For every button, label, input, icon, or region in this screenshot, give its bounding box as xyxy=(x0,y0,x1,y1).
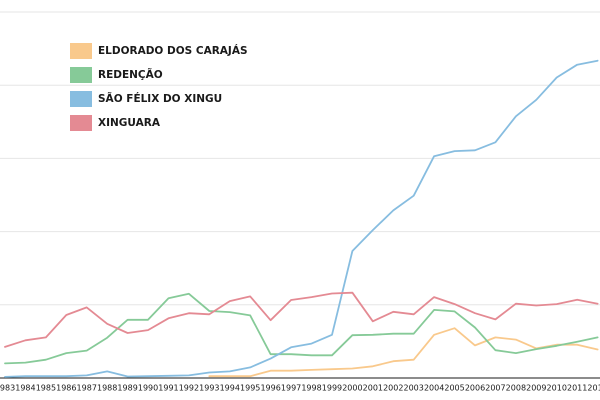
x-tick-label: 1992 xyxy=(179,384,199,393)
legend-item-eldorado-dos-carajas: ELDORADO DOS CARAJÁS xyxy=(70,43,248,59)
x-tick-label: 2002 xyxy=(383,384,403,393)
x-tick-label: 2012 xyxy=(587,384,600,393)
gridlines xyxy=(0,11,600,306)
x-tick-label: 2009 xyxy=(526,384,546,393)
x-tick-label: 2000 xyxy=(342,384,362,393)
x-tick-label: 2008 xyxy=(506,384,526,393)
x-tick-label: 1989 xyxy=(117,384,137,393)
x-tick-label: 2005 xyxy=(444,384,464,393)
x-tick-label: 1997 xyxy=(281,384,301,393)
legend-swatch xyxy=(70,91,92,107)
legend-label: XINGUARA xyxy=(98,117,161,129)
legend-swatch xyxy=(70,67,92,83)
x-tick-label: 1983 xyxy=(0,384,15,393)
legend-label: ELDORADO DOS CARAJÁS xyxy=(98,44,248,57)
x-tick-label: 2006 xyxy=(465,384,485,393)
x-tick-label: 1988 xyxy=(97,384,117,393)
x-tick-label: 1984 xyxy=(15,384,35,393)
x-axis-tick-labels: 1983198419851986198719881989199019911992… xyxy=(0,384,600,393)
legend: ELDORADO DOS CARAJÁS REDENÇÃO SÃO FÉLIX DO… xyxy=(70,43,248,131)
series-line-sao-felix-do-xingu xyxy=(4,59,599,378)
series-line-redencao xyxy=(4,292,599,365)
legend-item-xinguara: XINGUARA xyxy=(70,115,161,131)
x-tick-label: 2011 xyxy=(567,384,587,393)
legend-item-sao-felix-do-xingu: SÃO FÉLIX DO XINGU xyxy=(70,91,222,107)
series-line-xinguara xyxy=(4,291,599,348)
x-tick-label: 1998 xyxy=(301,384,321,393)
x-tick-label: 2001 xyxy=(363,384,383,393)
x-tick-label: 1994 xyxy=(220,384,240,393)
legend-swatch xyxy=(70,43,92,59)
x-tick-label: 2004 xyxy=(424,384,444,393)
x-tick-label: 1986 xyxy=(56,384,76,393)
x-tick-label: 1993 xyxy=(199,384,219,393)
x-tick-label: 1996 xyxy=(260,384,280,393)
series-line-eldorado-dos-carajas xyxy=(208,327,599,378)
legend-label: SÃO FÉLIX DO XINGU xyxy=(98,92,222,105)
series-lines xyxy=(4,59,599,378)
x-tick-label: 2003 xyxy=(404,384,424,393)
x-tick-label: 1999 xyxy=(322,384,342,393)
x-tick-label: 1991 xyxy=(158,384,178,393)
x-tick-label: 1985 xyxy=(36,384,56,393)
x-tick-label: 2007 xyxy=(485,384,505,393)
x-tick-label: 2010 xyxy=(547,384,567,393)
x-tick-label: 1990 xyxy=(138,384,158,393)
legend-item-redencao: REDENÇÃO xyxy=(70,67,163,83)
x-tick-label: 1987 xyxy=(77,384,97,393)
x-tick-label: 1995 xyxy=(240,384,260,393)
legend-label: REDENÇÃO xyxy=(98,68,163,81)
legend-swatch xyxy=(70,115,92,131)
